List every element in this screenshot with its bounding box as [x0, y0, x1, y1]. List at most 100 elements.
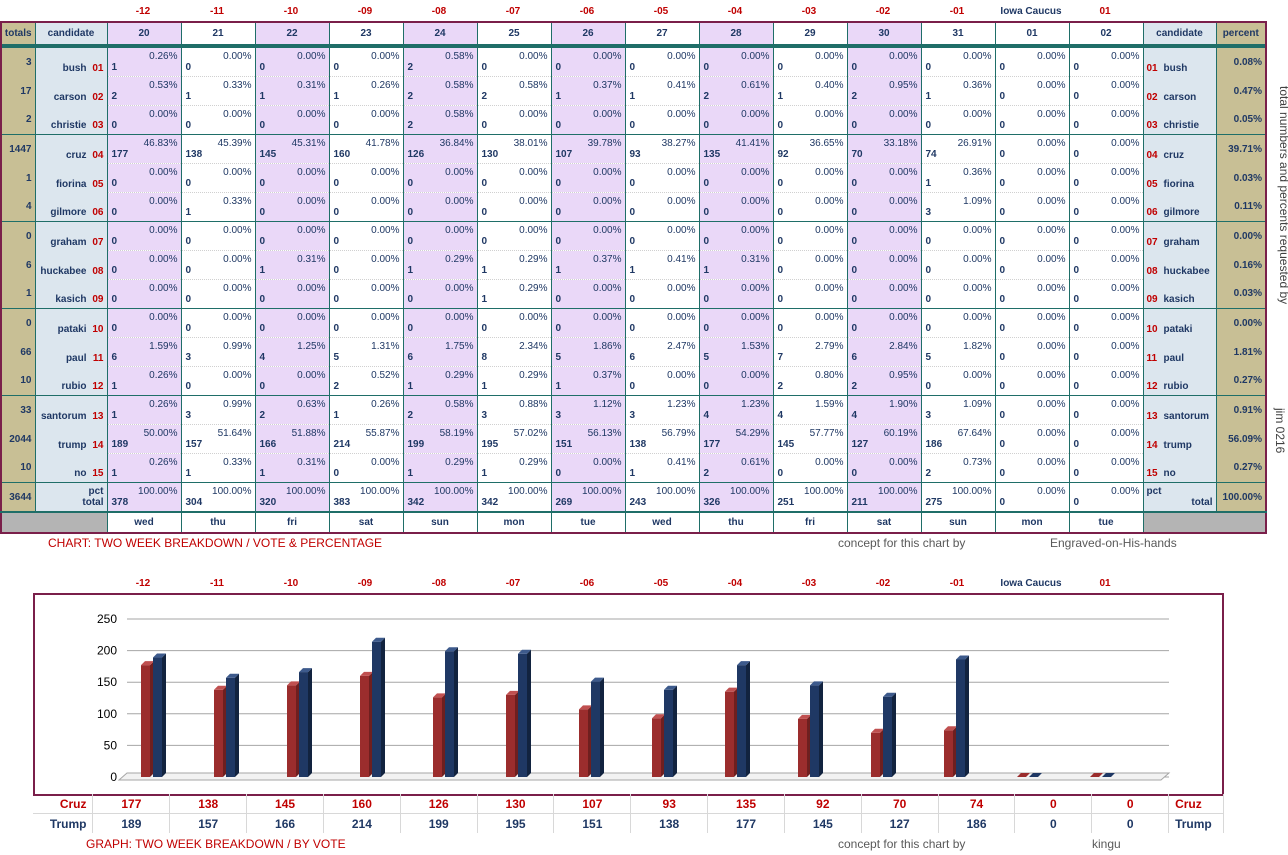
day-cell: 0.00% 0	[995, 250, 1070, 280]
bar-cruz	[725, 691, 734, 777]
candidate-name-cell-right: 10 pataki	[1143, 308, 1217, 338]
day-percent: 0.00%	[963, 312, 992, 323]
day-of-week: tue	[1069, 512, 1144, 533]
day-cell: 2.34% 8	[477, 337, 552, 367]
day-votes: 0	[629, 236, 636, 247]
candidate-name-cell: paul 11	[35, 337, 108, 367]
day-cell: 46.83% 177	[107, 134, 182, 164]
day-votes: 5	[555, 352, 562, 363]
day-cell: 1.12% 3	[551, 395, 626, 425]
vote-value: 138	[169, 794, 248, 814]
day-votes: 0	[851, 120, 858, 131]
day-cell: 0.00% 0	[329, 279, 404, 309]
candidate-name: rubio	[61, 381, 87, 392]
day-percent: 0.31%	[297, 254, 326, 265]
day-percent: 0.00%	[371, 312, 400, 323]
day-votes: 1	[185, 207, 192, 218]
countdown-label: -06	[579, 6, 595, 17]
day-votes: 0	[407, 178, 414, 189]
vote-value: 0	[1091, 794, 1170, 814]
candidate-name-right: santorum	[1163, 410, 1210, 422]
day-of-week: wed	[625, 512, 700, 533]
day-cell: 1.25% 4	[255, 337, 330, 367]
vote-value: 145	[784, 813, 862, 833]
day-cell: 0.29% 1	[403, 366, 478, 396]
day-percent: 0.00%	[889, 457, 918, 468]
day-percent: 57.77%	[809, 428, 844, 439]
day-percent: 0.95%	[889, 370, 918, 381]
day-votes: 3	[185, 410, 192, 421]
day-votes: 0	[999, 236, 1006, 247]
bar-trump	[153, 657, 162, 777]
day-votes: 2	[407, 410, 414, 421]
day-percent: 2.79%	[815, 341, 844, 352]
day-cell: 0.00% 0	[995, 76, 1070, 106]
day-cell: 55.87% 214	[329, 424, 404, 454]
day-votes: 0	[851, 323, 858, 334]
day-votes: 0	[555, 207, 562, 218]
day-percent: 0.00%	[1111, 283, 1140, 294]
day-of-week: sat	[329, 512, 404, 533]
day-votes: 157	[185, 439, 203, 450]
day-percent: 0.61%	[741, 457, 770, 468]
day-percent: 0.00%	[815, 283, 844, 294]
y-tick-label: 100	[97, 707, 117, 721]
total-label: total	[82, 497, 104, 508]
bar-side	[600, 677, 604, 777]
day-cell: 0.00% 0	[181, 105, 256, 135]
day-votes: 0	[481, 178, 488, 189]
day-votes: 0	[925, 120, 932, 131]
day-cell: 39.78% 107	[551, 134, 626, 164]
bar-side	[819, 681, 823, 777]
candidate-total: 2	[1, 105, 36, 135]
bar-cruz	[214, 689, 223, 777]
day-votes: 1	[407, 468, 414, 479]
day-percent: 0.00%	[1037, 51, 1066, 62]
day-cell: 0.00% 0	[551, 163, 626, 193]
day-votes: 0	[851, 265, 858, 276]
candidate-name-right: carson	[1163, 91, 1197, 103]
day-cell: 60.19% 127	[847, 424, 922, 454]
day-percent: 0.00%	[223, 283, 252, 294]
day-cell: 1.59% 6	[107, 337, 182, 367]
day-votes: 0	[777, 178, 784, 189]
day-votes: 0	[1073, 236, 1080, 247]
day-percent: 0.00%	[149, 109, 178, 120]
bar-trump	[956, 659, 965, 777]
candidate-name-right: trump	[1163, 439, 1192, 451]
candidate-name-cell: trump 14	[35, 424, 108, 454]
day-cell: 56.13% 151	[551, 424, 626, 454]
day-percent: 0.00%	[963, 225, 992, 236]
day-percent: 0.00%	[519, 167, 548, 178]
day-cell: 0.00% 0	[551, 105, 626, 135]
day-percent: 0.00%	[297, 167, 326, 178]
total-day-cell: 100.00% 378	[107, 482, 182, 513]
day-cell: 0.00% 0	[329, 308, 404, 338]
day-cell: 0.00% 0	[477, 105, 552, 135]
day-votes: 0	[1073, 149, 1080, 160]
day-cell: 0.00% 0	[625, 48, 700, 77]
day-cell: 0.00% 0	[551, 453, 626, 483]
candidate-name-right: no	[1163, 468, 1176, 479]
day-percent: 0.00%	[593, 167, 622, 178]
day-percent: 0.00%	[667, 370, 696, 381]
candidate-number-right: 06	[1146, 207, 1158, 218]
countdown-label: -03	[801, 6, 817, 17]
day-percent: 0.00%	[1037, 428, 1066, 439]
graph-floor	[117, 772, 1171, 781]
day-percent: 0.00%	[1111, 457, 1140, 468]
bar-side	[892, 692, 896, 777]
day-votes: 0	[999, 91, 1006, 102]
day-percent: 41.78%	[365, 138, 400, 149]
bar-trump	[299, 672, 308, 777]
day-percent: 0.00%	[519, 225, 548, 236]
vote-value: 138	[630, 813, 709, 833]
candidate-name: no	[74, 468, 87, 479]
day-cell: 0.00% 0	[773, 48, 848, 77]
vote-value: 0	[1014, 794, 1093, 814]
candidate-row: 4 gilmore 06 0.00% 0 0.33% 1 0.00% 0 0.00% 0 0.00% 0…	[1, 192, 1267, 222]
y-tick-label: 150	[97, 675, 117, 689]
candidate-percent: 56.09%	[1216, 424, 1267, 454]
total-day-percent: 100.00%	[434, 486, 474, 497]
total-day-cell: 100.00% 320	[255, 482, 330, 513]
